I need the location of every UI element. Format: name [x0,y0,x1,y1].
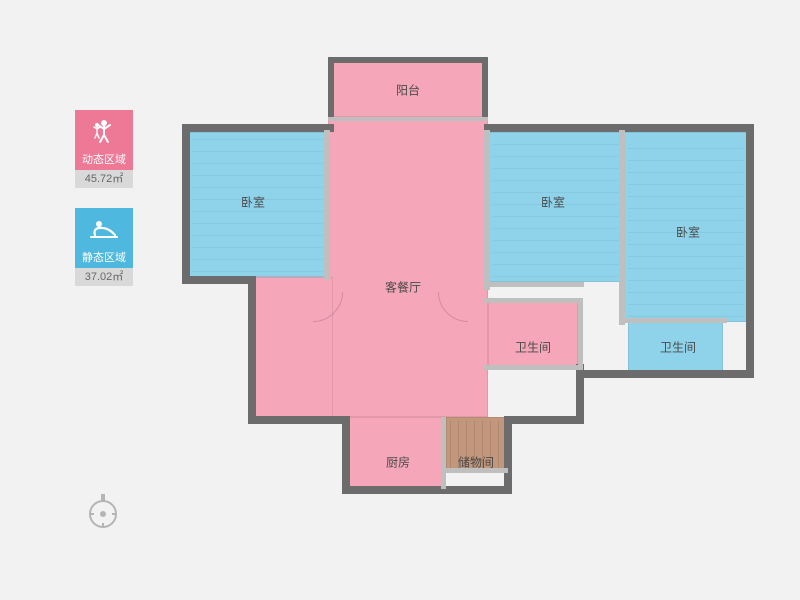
room-bedroom-r [623,132,748,322]
legend-static: 静态区域 37.02㎡ [75,208,133,286]
outer-wall [482,57,488,119]
static-zone-icon [75,208,133,248]
room-balcony [333,62,483,117]
inner-wall [484,130,490,290]
dynamic-zone-icon [75,110,133,150]
inner-wall [446,468,508,473]
room-bedroom-l [188,132,328,277]
compass-icon [85,490,121,526]
room-bedroom-m [488,132,623,282]
inner-wall [324,130,330,280]
inner-wall [484,298,582,303]
inner-wall [484,365,582,370]
inner-wall [578,298,583,370]
outer-wall [746,124,754,378]
legend-panel: 动态区域 45.72㎡ 静态区域 37.02㎡ [75,110,133,306]
room-storage [446,417,506,472]
room-bath-l [488,302,578,367]
dynamic-zone-value: 45.72㎡ [75,170,133,188]
inner-wall [484,282,584,287]
room-living [328,117,488,417]
outer-wall [182,276,252,284]
outer-wall [504,416,584,424]
outer-wall [342,486,512,494]
outer-wall [248,276,256,424]
static-zone-label: 静态区域 [75,248,133,268]
outer-wall [328,57,488,63]
room-bath-r [628,322,723,372]
inner-wall [619,130,625,325]
inner-wall [328,117,488,121]
outer-wall [248,416,348,424]
room-kitchen [348,417,443,487]
outer-wall [504,416,512,494]
floor-plan: 阳台卧室客餐厅卧室卧室卫生间卫生间厨房储物间 [188,62,748,494]
outer-wall [576,370,754,378]
outer-wall [182,124,334,132]
dynamic-zone-label: 动态区域 [75,150,133,170]
inner-wall [441,417,446,489]
legend-dynamic: 动态区域 45.72㎡ [75,110,133,188]
static-zone-value: 37.02㎡ [75,268,133,286]
outer-wall [182,124,190,284]
outer-wall [342,416,350,494]
outer-wall [328,57,334,119]
inner-wall [623,318,727,323]
